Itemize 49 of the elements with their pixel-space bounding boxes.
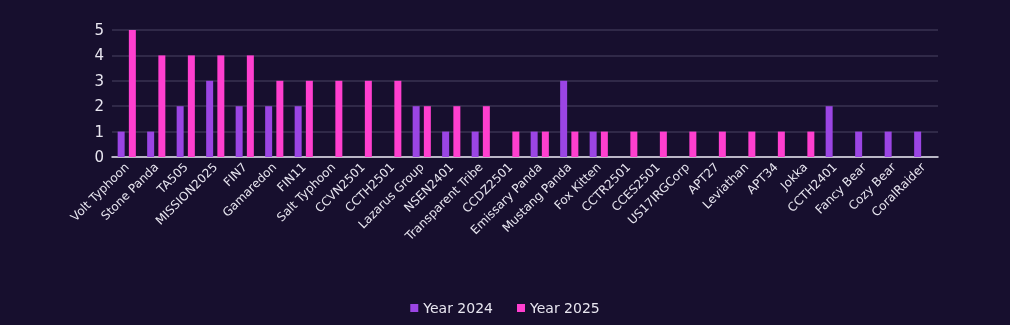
y-tick-label: 0 (94, 148, 104, 166)
bar (884, 131, 892, 157)
bar (187, 55, 195, 157)
bar (560, 80, 568, 157)
bar (128, 30, 136, 157)
bar (294, 106, 302, 157)
bar (117, 131, 125, 157)
bar (394, 80, 402, 157)
legend-label: Year 2025 (529, 300, 600, 316)
bar (442, 131, 450, 157)
bar (914, 131, 922, 157)
bar (630, 131, 638, 157)
bar (807, 131, 815, 157)
bar (600, 131, 608, 157)
bar (176, 106, 184, 157)
bar (235, 106, 243, 157)
bar (206, 80, 214, 157)
bar (530, 131, 538, 157)
bar (482, 106, 490, 157)
bar (265, 106, 273, 157)
bar (777, 131, 785, 157)
bar (335, 80, 343, 157)
bar (825, 106, 833, 157)
bar (541, 131, 549, 157)
bar (412, 106, 420, 157)
bar (276, 80, 284, 157)
y-tick-label: 2 (94, 97, 104, 116)
bar (364, 80, 372, 157)
bar (147, 131, 155, 157)
bar (217, 55, 225, 157)
bar (718, 131, 726, 157)
bar (158, 55, 166, 157)
bar (689, 131, 697, 157)
bar (453, 106, 461, 157)
y-tick-label: 3 (94, 71, 104, 90)
legend-label: Year 2024 (422, 300, 494, 316)
bar (659, 131, 667, 157)
bar (855, 131, 863, 157)
y-tick-label: 5 (94, 21, 104, 39)
bar (571, 131, 579, 157)
bar (512, 131, 520, 157)
bar (423, 106, 431, 157)
bar (246, 55, 254, 157)
bar (471, 131, 479, 157)
y-tick-label: 1 (94, 122, 104, 141)
bar (589, 131, 597, 157)
bar (305, 80, 313, 157)
y-tick-label: 4 (94, 46, 104, 65)
bar (748, 131, 756, 157)
